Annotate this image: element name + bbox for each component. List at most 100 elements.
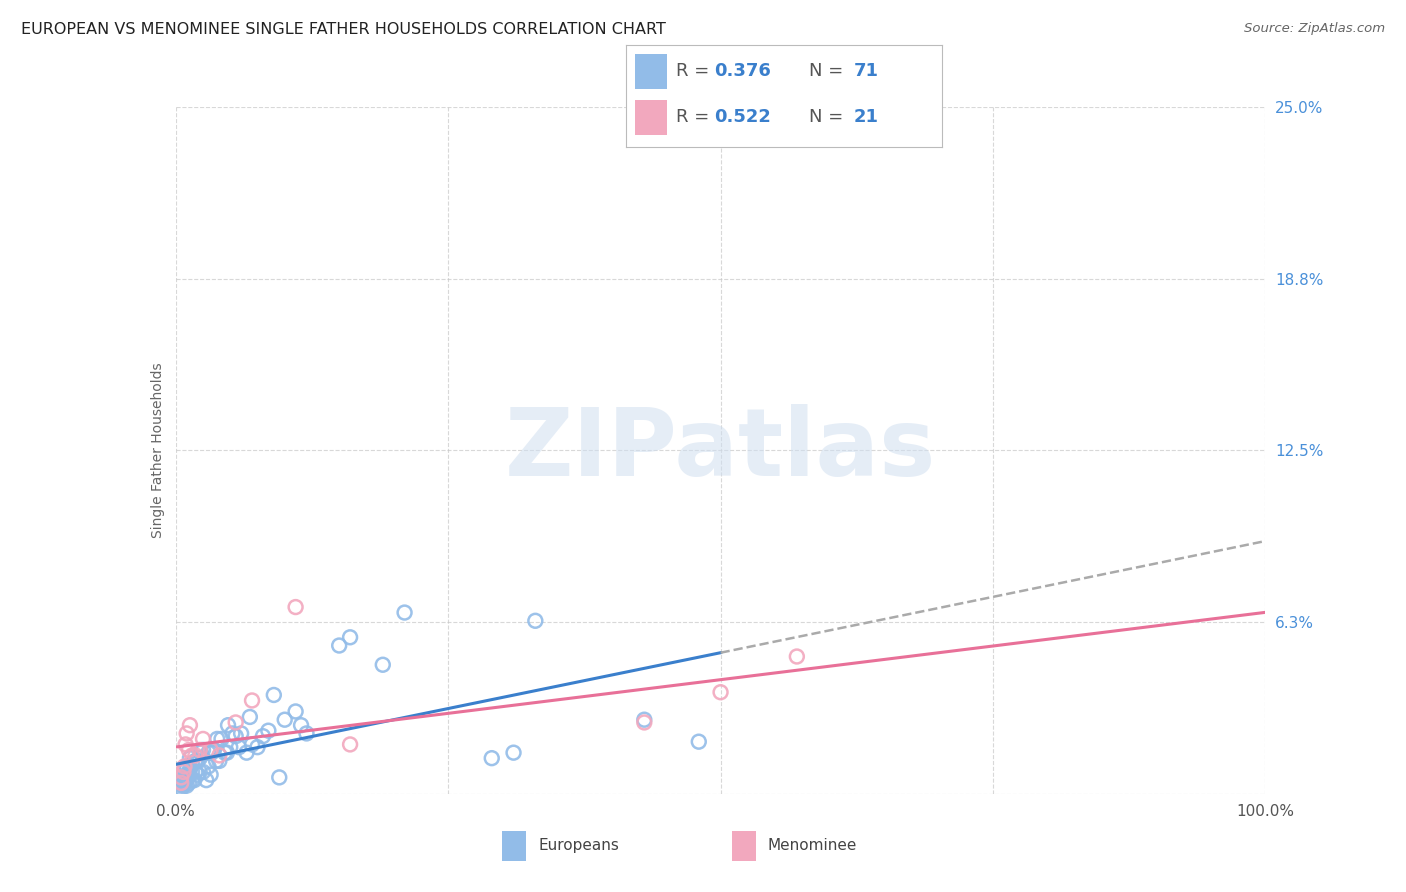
- Point: [246, 740, 269, 755]
- Point: [170, 776, 193, 790]
- Point: [173, 776, 195, 790]
- Point: [200, 743, 222, 757]
- Point: [481, 751, 503, 765]
- Point: [208, 748, 231, 763]
- Point: [205, 731, 228, 746]
- Point: [186, 754, 209, 768]
- Point: [170, 771, 193, 785]
- Point: [524, 614, 547, 628]
- Point: [228, 740, 250, 755]
- Point: [240, 693, 263, 707]
- Point: [201, 746, 224, 760]
- Point: [710, 685, 733, 699]
- Point: [219, 740, 242, 755]
- Point: [176, 767, 198, 781]
- Text: R =: R =: [676, 109, 716, 127]
- Point: [240, 738, 263, 752]
- Point: [200, 767, 222, 781]
- Point: [170, 781, 193, 796]
- Bar: [502, 830, 526, 861]
- Point: [176, 759, 198, 773]
- Text: N =: N =: [810, 62, 849, 80]
- Point: [633, 713, 655, 727]
- Point: [225, 729, 247, 743]
- Point: [502, 746, 524, 760]
- Text: Source: ZipAtlas.com: Source: ZipAtlas.com: [1244, 22, 1385, 36]
- Point: [221, 726, 243, 740]
- Bar: [636, 54, 666, 88]
- Point: [290, 718, 312, 732]
- Point: [208, 754, 231, 768]
- Point: [786, 649, 808, 664]
- Point: [179, 718, 201, 732]
- Point: [181, 773, 204, 788]
- Text: ZIPatlas: ZIPatlas: [505, 404, 936, 497]
- Point: [172, 779, 194, 793]
- Point: [688, 734, 710, 748]
- Bar: [731, 830, 755, 861]
- Point: [263, 688, 285, 702]
- Point: [214, 746, 236, 760]
- Point: [191, 764, 214, 779]
- Point: [235, 746, 257, 760]
- Point: [225, 715, 247, 730]
- Point: [284, 705, 307, 719]
- Point: [188, 743, 211, 757]
- Point: [170, 776, 193, 790]
- Point: [633, 715, 655, 730]
- Text: R =: R =: [676, 62, 716, 80]
- Point: [176, 773, 198, 788]
- Point: [181, 764, 204, 779]
- Bar: [636, 100, 666, 135]
- Text: 71: 71: [853, 62, 879, 80]
- Point: [181, 748, 204, 763]
- Point: [170, 773, 193, 788]
- Point: [177, 767, 200, 781]
- Point: [339, 630, 361, 644]
- Point: [174, 773, 197, 788]
- Point: [179, 751, 201, 765]
- Point: [269, 771, 291, 785]
- Point: [188, 751, 211, 765]
- Point: [184, 764, 207, 779]
- Point: [183, 773, 205, 788]
- Point: [184, 754, 207, 768]
- Point: [239, 710, 262, 724]
- Point: [257, 723, 280, 738]
- Point: [184, 748, 207, 763]
- Point: [176, 762, 198, 776]
- Point: [177, 776, 200, 790]
- Point: [176, 779, 198, 793]
- Point: [172, 764, 194, 779]
- Text: 0.376: 0.376: [714, 62, 770, 80]
- Point: [231, 726, 253, 740]
- Point: [215, 746, 238, 760]
- Point: [284, 600, 307, 615]
- Point: [188, 764, 211, 779]
- Text: EUROPEAN VS MENOMINEE SINGLE FATHER HOUSEHOLDS CORRELATION CHART: EUROPEAN VS MENOMINEE SINGLE FATHER HOUS…: [21, 22, 666, 37]
- Point: [295, 726, 318, 740]
- Point: [371, 657, 394, 672]
- Point: [186, 767, 209, 781]
- Point: [170, 771, 193, 785]
- Point: [176, 726, 198, 740]
- Point: [217, 718, 239, 732]
- Point: [394, 606, 416, 620]
- Point: [197, 759, 219, 773]
- Point: [172, 773, 194, 788]
- Point: [195, 773, 218, 788]
- Point: [274, 713, 297, 727]
- Point: [190, 746, 212, 760]
- Text: N =: N =: [810, 109, 849, 127]
- Point: [202, 743, 225, 757]
- Point: [181, 756, 204, 771]
- Point: [252, 729, 274, 743]
- Y-axis label: Single Father Households: Single Father Households: [150, 363, 165, 538]
- Point: [173, 771, 195, 785]
- Point: [174, 738, 197, 752]
- Point: [197, 746, 219, 760]
- Point: [177, 743, 200, 757]
- Text: 21: 21: [853, 109, 879, 127]
- Point: [179, 762, 201, 776]
- Text: Menominee: Menominee: [768, 838, 856, 853]
